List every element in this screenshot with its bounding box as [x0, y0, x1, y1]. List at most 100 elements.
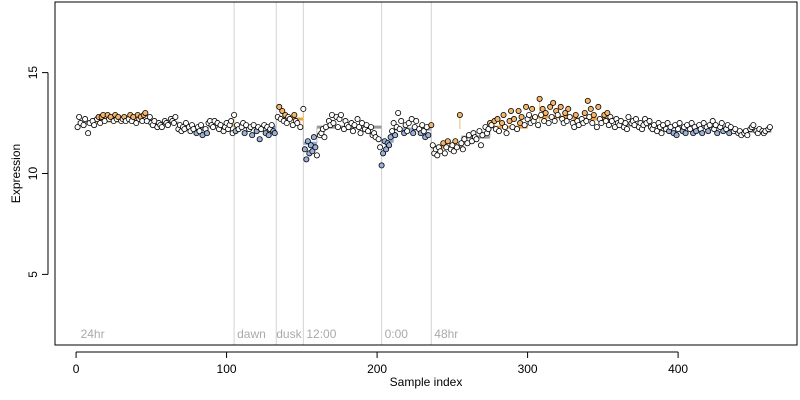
data-point-121	[294, 120, 301, 127]
data-point-52	[172, 114, 179, 121]
data-point-123	[300, 105, 307, 112]
data-point-155	[357, 130, 364, 137]
data-point-177	[395, 109, 402, 116]
data-point-263	[551, 118, 558, 125]
boundary-lines	[233, 2, 432, 345]
data-point-164	[375, 136, 382, 143]
data-point-30	[133, 120, 140, 127]
data-point-214	[461, 136, 468, 143]
data-point-250	[529, 105, 536, 112]
data-point-246	[523, 103, 530, 110]
data-point-129	[309, 148, 316, 155]
data-point-165	[377, 144, 384, 151]
data-point-58	[182, 120, 189, 127]
annotation-label-0: 24hr	[81, 327, 105, 341]
data-point-304	[623, 126, 630, 133]
data-point-115	[283, 120, 290, 127]
x-axis-title: Sample index	[390, 375, 463, 389]
data-point-194	[425, 132, 432, 139]
data-point-119	[291, 111, 298, 118]
annotation-label-1: dawn	[237, 327, 266, 341]
data-point-260	[547, 103, 554, 110]
data-point-132	[313, 152, 320, 159]
data-point-174	[390, 120, 397, 127]
data-point-117	[286, 116, 293, 123]
data-point-1	[76, 114, 83, 121]
data-point-213	[459, 146, 466, 153]
data-point-238	[508, 107, 515, 114]
data-point-303	[622, 120, 629, 127]
data-point-222	[477, 142, 484, 149]
data-point-254	[536, 95, 543, 102]
data-point-220	[473, 136, 480, 143]
x-tick-label-4: 400	[668, 362, 688, 376]
data-point-286	[590, 111, 597, 118]
data-point-100	[258, 126, 265, 133]
data-point-231	[494, 116, 501, 123]
y-axis-title: Expression	[9, 144, 23, 203]
data-point-65	[196, 128, 203, 135]
data-point-136	[321, 134, 328, 141]
data-point-196	[429, 142, 436, 149]
data-point-259	[545, 120, 552, 127]
data-point-275	[572, 111, 579, 118]
data-point-159	[365, 128, 372, 135]
data-point-248	[526, 111, 533, 118]
data-point-285	[589, 120, 596, 127]
data-point-167	[380, 150, 387, 157]
data-point-83	[228, 118, 235, 125]
data-point-91	[241, 130, 248, 137]
data-point-124	[301, 146, 308, 153]
data-point-281	[583, 118, 590, 125]
data-point-151	[350, 128, 357, 135]
data-point-99	[256, 136, 263, 143]
data-point-175	[392, 132, 399, 139]
data-point-346	[700, 120, 707, 127]
y-tick-label-2: 15	[26, 66, 40, 80]
data-point-284	[587, 105, 594, 112]
data-point-208	[450, 148, 457, 155]
data-point-160	[368, 124, 375, 131]
data-point-226	[485, 126, 492, 133]
data-point-336	[682, 130, 689, 137]
data-point-261	[548, 114, 555, 121]
data-point-368	[744, 132, 751, 139]
annotation-label-3: 12:00	[306, 327, 336, 341]
data-point-339	[688, 120, 695, 127]
data-point-173	[389, 128, 396, 135]
data-point-145	[337, 111, 344, 118]
data-point-244	[518, 114, 525, 121]
x-tick-label-0: 0	[73, 362, 80, 376]
data-point-350	[709, 118, 716, 125]
x-tick-label-1: 100	[217, 362, 237, 376]
data-point-141	[330, 120, 337, 127]
data-point-182	[404, 128, 411, 135]
data-point-153	[354, 116, 361, 123]
data-point-110	[276, 103, 283, 110]
data-point-209	[452, 138, 459, 145]
data-point-252	[532, 114, 539, 121]
data-point-154	[356, 124, 363, 131]
data-point-265	[554, 111, 561, 118]
data-point-210	[453, 144, 460, 151]
data-point-104	[265, 132, 272, 139]
data-point-203	[441, 150, 448, 157]
data-point-179	[398, 118, 405, 125]
data-point-149	[345, 124, 352, 131]
data-point-183	[405, 120, 412, 127]
data-point-233	[499, 120, 506, 127]
data-point-245	[521, 122, 528, 129]
data-point-355	[718, 120, 725, 127]
data-point-287	[593, 124, 600, 131]
data-point-212	[458, 140, 465, 147]
data-point-316	[646, 118, 653, 125]
data-point-73	[210, 124, 217, 131]
data-point-205	[444, 138, 451, 145]
y-tick-label-1: 10	[26, 167, 40, 181]
annotation-label-2: dusk	[276, 327, 302, 341]
data-point-323	[658, 130, 665, 137]
data-point-371	[750, 122, 757, 129]
data-point-5	[85, 130, 92, 137]
